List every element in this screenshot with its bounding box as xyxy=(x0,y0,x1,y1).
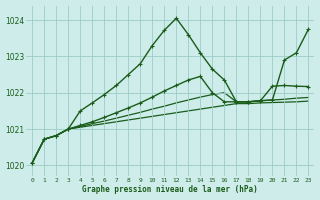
X-axis label: Graphe pression niveau de la mer (hPa): Graphe pression niveau de la mer (hPa) xyxy=(83,185,258,194)
